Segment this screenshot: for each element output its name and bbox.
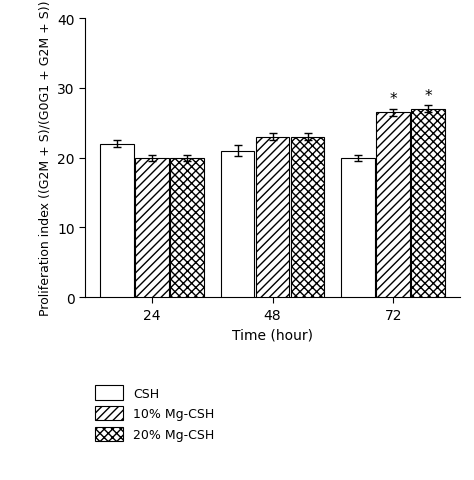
Bar [341, 158, 375, 298]
Text: *: * [425, 88, 432, 103]
X-axis label: Time (hour): Time (hour) [232, 327, 313, 341]
Bar [135, 158, 169, 298]
Bar [170, 158, 204, 298]
Bar [220, 152, 255, 298]
Bar [100, 144, 134, 298]
Bar [376, 113, 410, 298]
Bar [411, 110, 445, 298]
Bar [255, 137, 290, 298]
Y-axis label: Proliferation index ((G2M + S)/(G0G1 + G2M + S)): Proliferation index ((G2M + S)/(G0G1 + G… [39, 1, 52, 316]
Text: *: * [390, 92, 397, 107]
Bar [291, 137, 325, 298]
Legend: CSH, 10% Mg-CSH, 20% Mg-CSH: CSH, 10% Mg-CSH, 20% Mg-CSH [91, 382, 218, 445]
